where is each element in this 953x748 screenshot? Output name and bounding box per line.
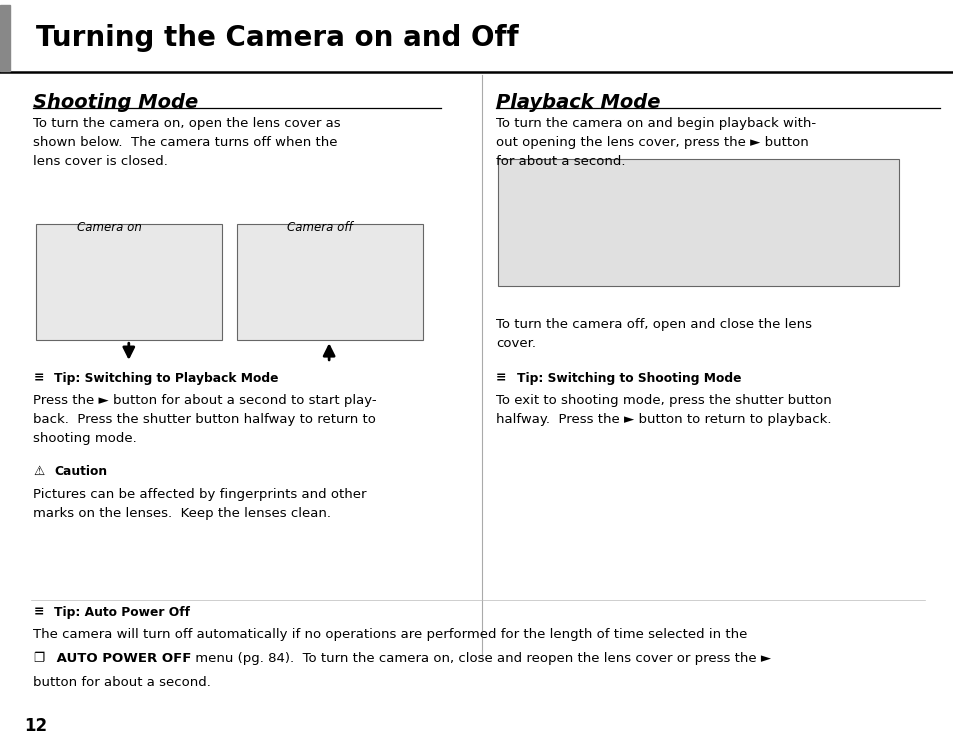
Text: To turn the camera on and begin playback with-
out opening the lens cover, press: To turn the camera on and begin playback… <box>496 117 816 168</box>
Text: Pictures can be affected by fingerprints and other
marks on the lenses.  Keep th: Pictures can be affected by fingerprints… <box>33 488 367 520</box>
Text: Camera off: Camera off <box>287 221 352 233</box>
Text: ⚠: ⚠ <box>33 465 45 478</box>
Text: Camera on: Camera on <box>77 221 142 233</box>
Text: To turn the camera on, open the lens cover as
shown below.  The camera turns off: To turn the camera on, open the lens cov… <box>33 117 340 168</box>
Text: ≡: ≡ <box>33 372 44 384</box>
Bar <box>236 224 422 340</box>
Text: menu (pg. 84).  To turn the camera on, close and reopen the lens cover or press : menu (pg. 84). To turn the camera on, cl… <box>191 652 770 665</box>
Text: ≡: ≡ <box>496 372 506 384</box>
Text: To exit to shooting mode, press the shutter button
halfway.  Press the ► button : To exit to shooting mode, press the shut… <box>496 394 831 426</box>
Text: 12: 12 <box>24 717 47 735</box>
Text: The camera will turn off automatically if no operations are performed for the le: The camera will turn off automatically i… <box>33 628 747 641</box>
Text: Caution: Caution <box>54 465 108 478</box>
Bar <box>0 5 10 71</box>
Text: Press the ► button for about a second to start play-
back.  Press the shutter bu: Press the ► button for about a second to… <box>33 394 376 445</box>
Bar <box>36 224 222 340</box>
Bar <box>497 159 898 286</box>
Text: ❐: ❐ <box>33 652 45 665</box>
Text: Turning the Camera on and Off: Turning the Camera on and Off <box>36 24 518 52</box>
Text: Tip: Switching to Playback Mode: Tip: Switching to Playback Mode <box>54 372 278 384</box>
Text: AUTO POWER OFF: AUTO POWER OFF <box>52 652 192 665</box>
Text: To turn the camera off, open and close the lens
cover.: To turn the camera off, open and close t… <box>496 318 811 350</box>
Text: Tip: Auto Power Off: Tip: Auto Power Off <box>54 606 191 619</box>
Text: Shooting Mode: Shooting Mode <box>33 94 198 112</box>
Text: Tip: Switching to Shooting Mode: Tip: Switching to Shooting Mode <box>517 372 740 384</box>
Text: Playback Mode: Playback Mode <box>496 94 659 112</box>
Text: button for about a second.: button for about a second. <box>33 676 211 689</box>
Text: ≡: ≡ <box>33 606 44 619</box>
